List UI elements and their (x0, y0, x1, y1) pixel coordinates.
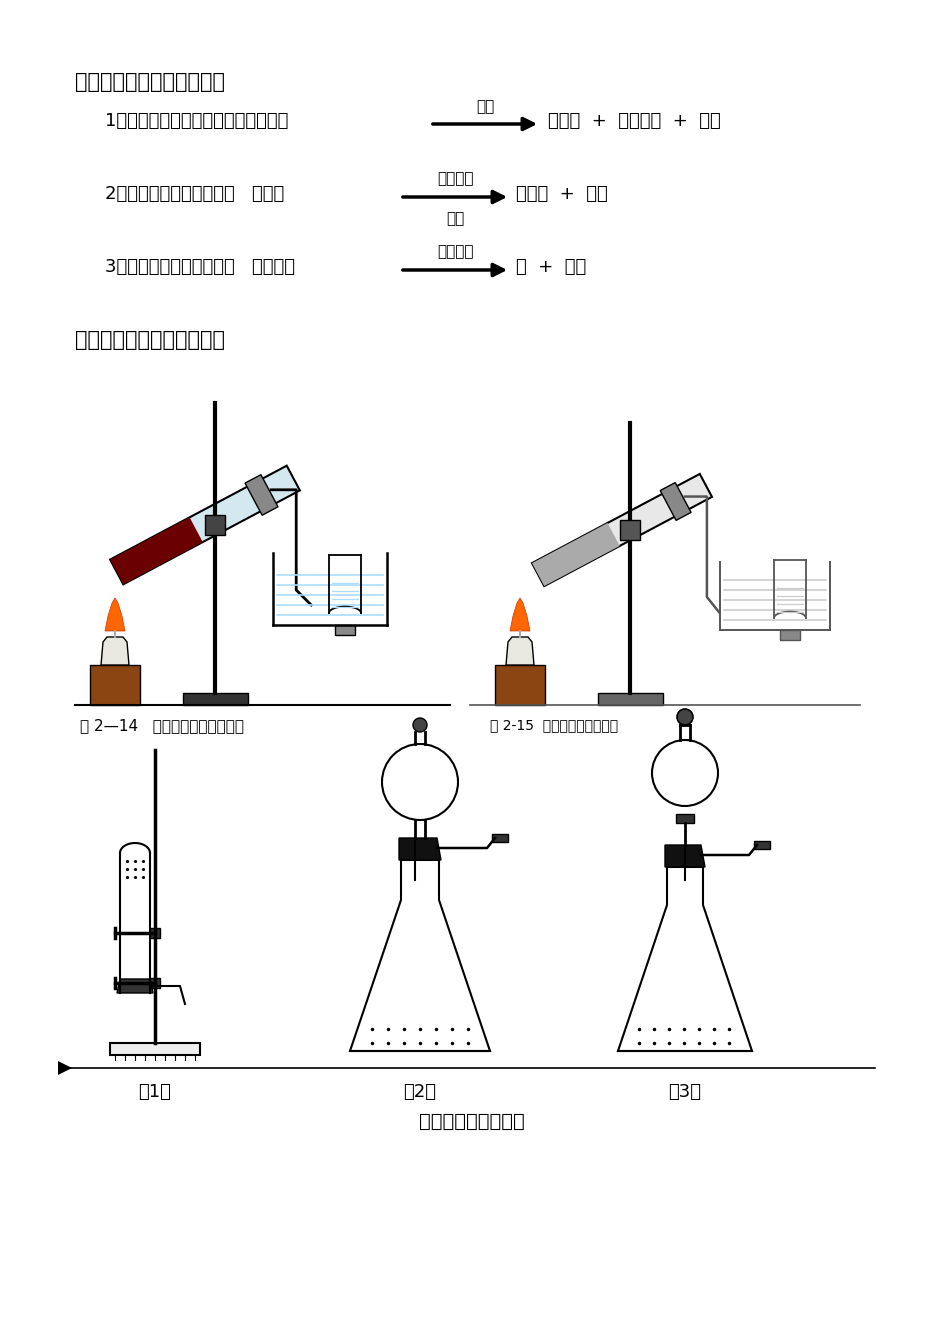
Polygon shape (531, 522, 619, 587)
Circle shape (381, 744, 458, 820)
Bar (598, 693, 663, 705)
Bar (150, 929, 160, 938)
Bar (150, 978, 160, 989)
Text: （2）: （2） (403, 1083, 436, 1101)
Bar (492, 834, 508, 842)
Bar (675, 814, 693, 823)
Polygon shape (110, 466, 299, 584)
Text: 加热: 加热 (476, 99, 494, 114)
Polygon shape (617, 867, 751, 1051)
Text: 图 2—14   加热高锰酸钾制取氧气: 图 2—14 加热高锰酸钾制取氧气 (80, 717, 244, 733)
Bar (334, 625, 355, 635)
Polygon shape (660, 482, 690, 521)
Text: 2、加热氯酸钾制取氧气：   氯酸钾: 2、加热氯酸钾制取氧气： 氯酸钾 (105, 184, 284, 203)
Polygon shape (665, 844, 704, 867)
Text: 图 2-15  加热氯酸钾制取氧气: 图 2-15 加热氯酸钾制取氧气 (490, 717, 617, 732)
Polygon shape (110, 517, 203, 584)
Text: 水  +  氧气: 水 + 氧气 (515, 258, 585, 277)
Polygon shape (244, 474, 278, 516)
Circle shape (676, 709, 692, 725)
Circle shape (651, 740, 717, 806)
Bar (753, 840, 769, 848)
Bar (619, 520, 639, 540)
Text: 加热: 加热 (446, 211, 464, 226)
Polygon shape (101, 637, 129, 665)
Bar (205, 514, 225, 534)
Text: 二氧化锰: 二氧化锰 (436, 171, 473, 186)
Text: 锰酸钾  +  二氧化锰  +  氧气: 锰酸钾 + 二氧化锰 + 氧气 (548, 112, 720, 130)
Bar (495, 665, 545, 705)
Polygon shape (531, 474, 711, 587)
Text: 二氧化锰: 二氧化锰 (436, 244, 473, 259)
Polygon shape (510, 599, 530, 631)
Text: （1）: （1） (139, 1083, 171, 1101)
Circle shape (413, 717, 427, 732)
Polygon shape (58, 1061, 72, 1075)
Polygon shape (117, 979, 153, 993)
Text: （3）: （3） (667, 1083, 700, 1101)
Bar (110, 1043, 200, 1055)
Text: 分解过氧化氢制氧气: 分解过氧化氢制氧气 (419, 1112, 524, 1132)
Bar (779, 631, 800, 640)
Text: 1、加热高锰酸钾制取氧气：高锰酸钾: 1、加热高锰酸钾制取氧气：高锰酸钾 (105, 112, 288, 130)
Polygon shape (398, 838, 441, 860)
Text: 一、实验室制取氧气的原理: 一、实验室制取氧气的原理 (75, 72, 225, 92)
Text: 氯化钾  +  氧气: 氯化钾 + 氧气 (515, 184, 607, 203)
Text: 二、实验室制取氧气的装置: 二、实验室制取氧气的装置 (75, 330, 225, 350)
Polygon shape (505, 637, 533, 665)
Bar (183, 693, 247, 705)
Text: 3、分解过氧化氢制氧气：   过氧化氢: 3、分解过氧化氢制氧气： 过氧化氢 (105, 258, 295, 277)
Bar (90, 665, 140, 705)
Polygon shape (349, 860, 490, 1051)
Polygon shape (105, 599, 125, 631)
